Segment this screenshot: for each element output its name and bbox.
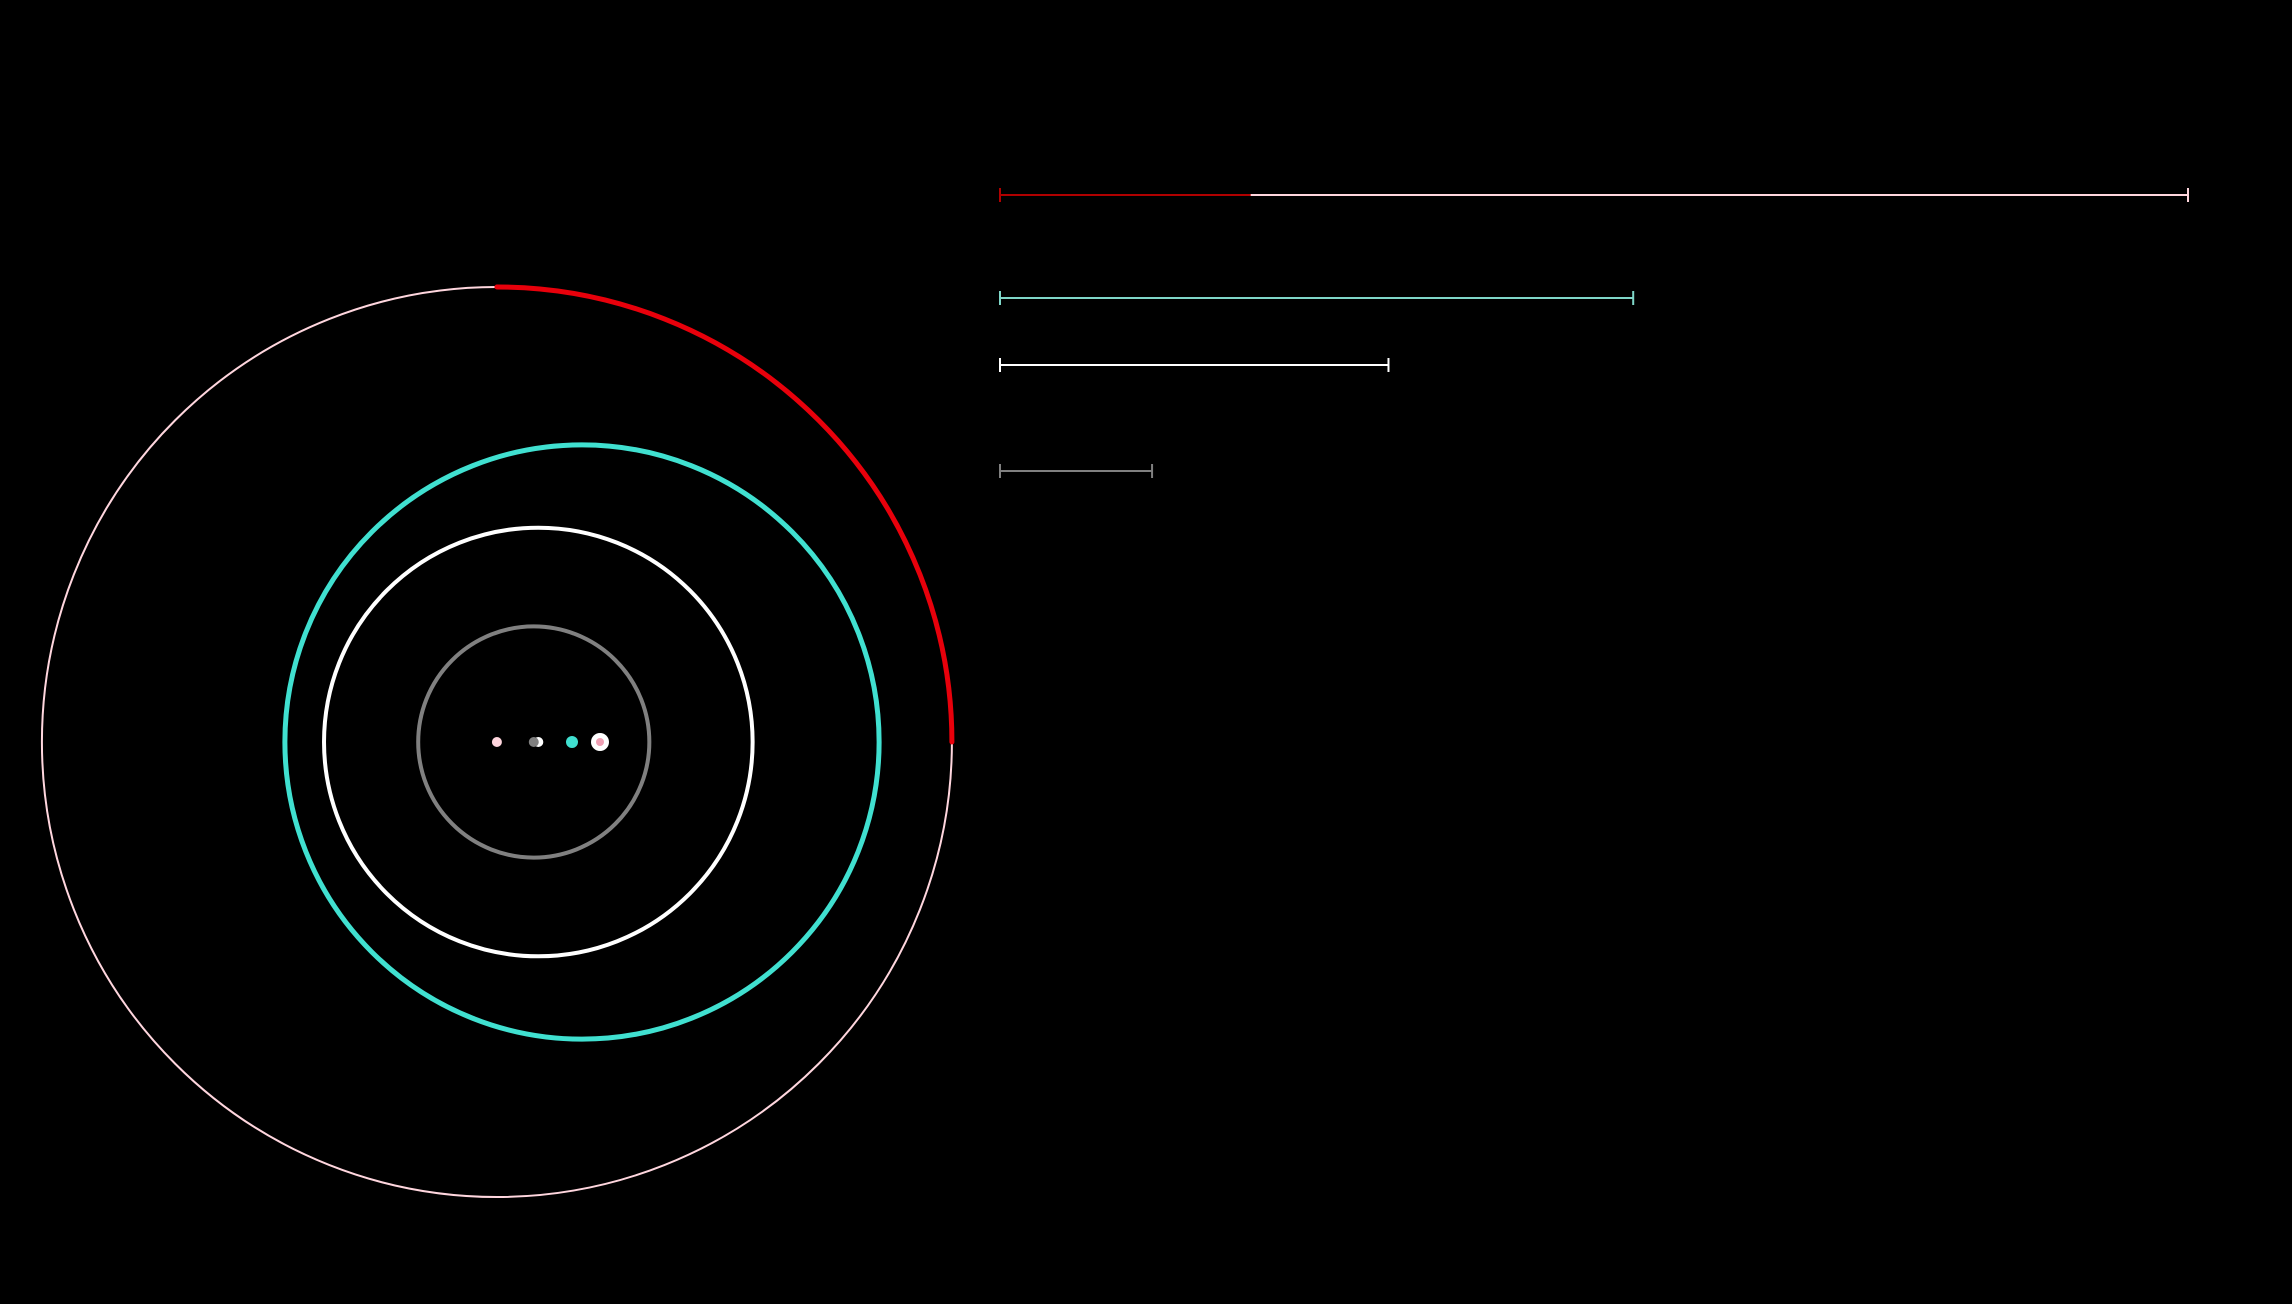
orbit-gray-center-dot (529, 737, 539, 747)
turquoise-body (566, 736, 578, 748)
sun-core (596, 738, 604, 746)
bars-layer (1000, 188, 2188, 478)
orbit-pink-progress-arc (497, 287, 952, 742)
orbit-pink-center-dot (492, 737, 502, 747)
bodies-layer (492, 733, 609, 751)
